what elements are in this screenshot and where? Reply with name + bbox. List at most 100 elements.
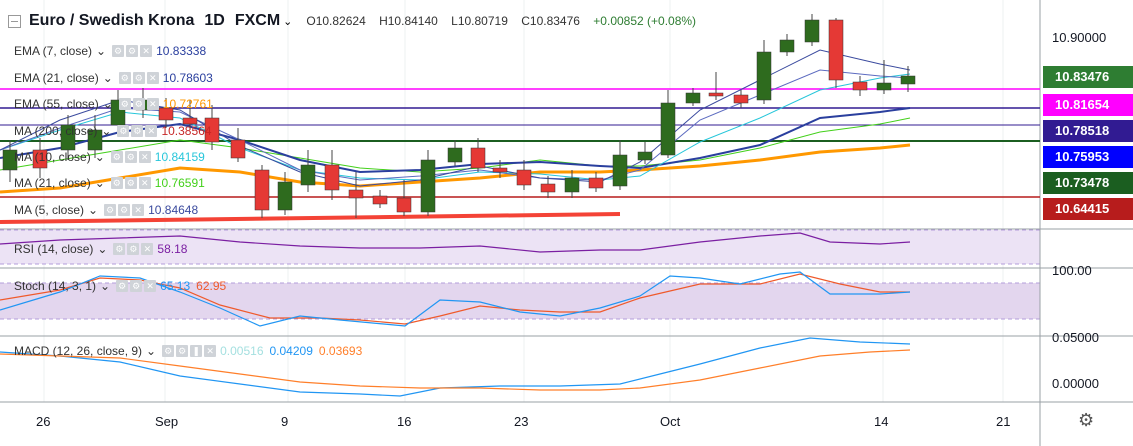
gear-icon[interactable]: ⚙ (124, 151, 137, 163)
close-icon[interactable]: ✕ (204, 345, 217, 357)
settings-icon[interactable]: ⚙ (117, 125, 130, 137)
candle[interactable] (254, 169, 270, 211)
gear-icon[interactable]: ⚙ (127, 243, 140, 255)
candle[interactable] (900, 75, 916, 85)
symbol-title[interactable]: Euro / Swedish Krona (29, 12, 195, 29)
candle[interactable] (300, 164, 316, 186)
source-label[interactable]: FXCM (234, 12, 281, 29)
chevron-down-icon[interactable]: ⌄ (100, 279, 111, 293)
interval-label[interactable]: 1D (204, 12, 225, 29)
candle[interactable] (420, 159, 436, 213)
candle[interactable] (540, 183, 556, 193)
close-icon[interactable]: ✕ (141, 243, 154, 255)
chevron-down-icon[interactable]: ⌄ (146, 344, 157, 358)
candle[interactable] (637, 151, 653, 161)
gear-icon[interactable]: ⚙ (132, 72, 145, 84)
gear-icon[interactable]: ⚙ (118, 204, 131, 216)
settings-gear-icon[interactable]: ⚙ (1078, 410, 1095, 430)
pause-icon[interactable]: ❚ (190, 345, 203, 357)
settings-icon[interactable]: ⚙ (116, 280, 129, 292)
candle[interactable] (32, 149, 48, 169)
candle[interactable] (492, 167, 508, 173)
candle[interactable] (685, 92, 701, 104)
gear-icon[interactable]: ⚙ (130, 280, 143, 292)
chevron-down-icon[interactable]: ⌄ (88, 203, 99, 217)
indicator-legend[interactable]: EMA (7, close) ⌄ ⚙ ⚙ ✕ 10.83338 (14, 43, 206, 59)
candle[interactable] (204, 117, 220, 143)
candle[interactable] (396, 197, 412, 213)
settings-icon[interactable]: ⚙ (110, 151, 123, 163)
candle[interactable] (2, 149, 18, 171)
indicator-legend[interactable]: MA (10, close) ⌄ ⚙ ⚙ ✕ 10.84159 (14, 149, 205, 165)
chevron-down-icon[interactable]: ⌄ (101, 124, 112, 138)
time-axis-label: 23 (514, 414, 529, 429)
close-icon[interactable]: ✕ (138, 151, 151, 163)
gear-icon[interactable]: ⚙ (176, 345, 189, 357)
candle[interactable] (324, 164, 340, 191)
gear-icon[interactable]: ⚙ (126, 45, 139, 57)
indicator-name: EMA (7, close) (14, 44, 93, 58)
gear-icon[interactable]: ⚙ (124, 177, 137, 189)
candle[interactable] (779, 39, 795, 53)
ma200-line (0, 212, 621, 224)
gear-icon[interactable]: ⚙ (131, 125, 144, 137)
close-icon[interactable]: ✕ (145, 125, 158, 137)
indicator-legend[interactable]: EMA (21, close) ⌄ ⚙ ⚙ ✕ 10.78603 (14, 70, 213, 86)
settings-icon[interactable]: ⚙ (118, 98, 131, 110)
candle[interactable] (852, 81, 868, 91)
rsi-legend[interactable]: RSI (14, close) ⌄ ⚙ ⚙ ✕ 58.18 (14, 241, 187, 257)
candle[interactable] (612, 154, 628, 187)
time-axis-label: 9 (281, 414, 289, 429)
candle[interactable] (447, 147, 463, 163)
candle[interactable] (804, 19, 820, 43)
chevron-down-icon[interactable]: ⌄ (97, 242, 108, 256)
chevron-down-icon[interactable]: ⌄ (102, 97, 113, 111)
candle[interactable] (87, 129, 103, 151)
candle[interactable] (230, 139, 246, 159)
candle[interactable] (158, 107, 174, 121)
candle[interactable] (708, 92, 724, 97)
close-icon[interactable]: ✕ (138, 177, 151, 189)
settings-icon[interactable]: ⚙ (112, 45, 125, 57)
collapse-icon[interactable] (8, 14, 21, 28)
candle[interactable] (660, 102, 676, 156)
macd-legend[interactable]: MACD (12, 26, close, 9) ⌄ ⚙ ⚙ ❚ ✕ 0.00516 0… (14, 343, 362, 359)
close-icon[interactable]: ✕ (146, 98, 159, 110)
chevron-down-icon[interactable]: ⌄ (102, 71, 113, 85)
settings-icon[interactable]: ⚙ (118, 72, 131, 84)
indicator-legend[interactable]: MA (5, close) ⌄ ⚙ ⚙ ✕ 10.84648 (14, 202, 198, 218)
indicator-legend[interactable]: MA (21, close) ⌄ ⚙ ⚙ ✕ 10.76591 (14, 175, 205, 191)
indicator-name: MA (21, close) (14, 176, 91, 190)
chevron-down-icon[interactable]: ⌄ (96, 44, 107, 58)
chevron-down-icon[interactable]: ⌄ (94, 150, 105, 164)
candle[interactable] (876, 82, 892, 91)
indicator-legend[interactable]: MA (200, close) ⌄ ⚙ ⚙ ✕ 10.38564 (14, 123, 212, 139)
indicator-legend[interactable]: EMA (55, close) ⌄ ⚙ ⚙ ✕ 10.72761 (14, 96, 213, 112)
candle[interactable] (733, 94, 749, 104)
candle[interactable] (516, 169, 532, 186)
candle[interactable] (756, 51, 772, 101)
candle[interactable] (564, 177, 580, 193)
close-icon[interactable]: ✕ (132, 204, 145, 216)
indicator-name: MA (200, close) (14, 124, 98, 138)
candle[interactable] (348, 189, 364, 199)
candle[interactable] (828, 19, 844, 81)
candle[interactable] (588, 177, 604, 189)
settings-icon[interactable]: ⚙ (104, 204, 117, 216)
settings-icon[interactable]: ⚙ (162, 345, 175, 357)
settings-icon[interactable]: ⚙ (110, 177, 123, 189)
chevron-down-icon[interactable]: ⌄ (283, 15, 293, 28)
close-icon[interactable]: ✕ (144, 280, 157, 292)
candle[interactable] (470, 147, 486, 169)
candle[interactable] (372, 195, 388, 205)
close-icon[interactable]: ✕ (146, 72, 159, 84)
candle[interactable] (182, 117, 198, 125)
candle[interactable] (60, 124, 76, 151)
close-icon[interactable]: ✕ (140, 45, 153, 57)
settings-icon[interactable]: ⚙ (113, 243, 126, 255)
gear-icon[interactable]: ⚙ (132, 98, 145, 110)
candle[interactable] (277, 181, 293, 211)
chevron-down-icon[interactable]: ⌄ (94, 176, 105, 190)
stoch-legend[interactable]: Stoch (14, 3, 1) ⌄ ⚙ ⚙ ✕ 65.13 62.95 (14, 278, 226, 294)
